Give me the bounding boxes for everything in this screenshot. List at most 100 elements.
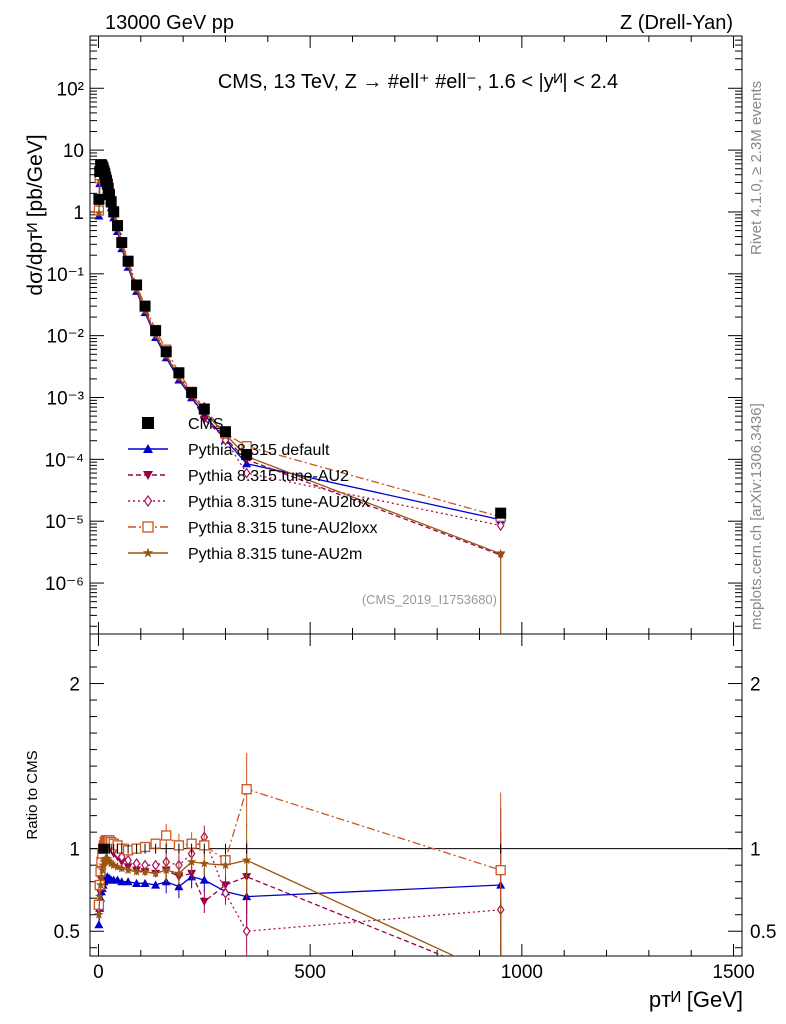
ratio-point [112,861,123,871]
y-tick-label-ratio-right: 1 [750,840,761,861]
data-point [150,325,162,337]
ratio-point [104,856,115,866]
ratio-point [161,830,172,841]
legend-label: Pythia 8.315 tune-AU2lox [188,494,369,511]
y-tick-label-main: 1 [73,203,84,224]
data-point [186,387,198,399]
ratio-point [140,878,150,887]
legend-label: Pythia 8.315 tune-AU2 [188,468,349,485]
legend-marker [143,494,153,508]
ratio-point [199,858,209,868]
ratio-point [199,897,209,907]
ratio-point [94,920,104,929]
y-tick-label-main: 10 [63,141,84,162]
y-tick-label-main: 10² [57,79,84,100]
ratio-point [241,784,252,795]
ratio-point [106,858,116,868]
mc-point [94,208,104,218]
ratio-point [98,860,108,870]
main-plot-layer [93,159,507,634]
ratio-point [187,869,197,878]
data-point [105,196,117,208]
series-line-main [98,167,501,556]
data-point [116,237,128,249]
data-point [198,403,210,415]
data-point [160,346,172,358]
ratio-point [495,864,506,876]
data-point [139,300,151,312]
y-tick-label-main: 10⁻⁶ [45,574,84,595]
mc-point [496,548,506,558]
ratio-point [96,871,107,881]
ratio-point [174,868,184,878]
y-tick-label-ratio-right: 0.5 [750,922,776,943]
ratio-point [161,865,171,875]
y-tick-label-main: 10⁻⁵ [45,512,84,533]
axes-layer: 0 500 1000 1500 10⁻⁶ 10⁻⁵ 10⁻⁴ 10⁻³ 10⁻² 10⁻¹ 1 10 1… [45,35,776,983]
y-tick-label-ratio: 2 [69,675,80,696]
ratio-point [123,865,133,875]
data-point [122,255,134,267]
ratio-point [199,875,209,884]
ratio-point [117,863,127,873]
ratio-point [241,855,252,865]
header-left: 13000 GeV pp [105,12,234,34]
data-point [173,367,185,379]
ratio-point [95,880,106,889]
header-right: Z (Drell-Yan) [620,12,733,34]
x-tick-label: 1500 [712,962,754,983]
legend-label: Pythia 8.315 tune-AU2loxx [188,520,377,537]
series-line-ratio [98,835,501,932]
plot-title: CMS, 13 TeV, Z → #ell⁺ #ell⁻, 1.6 < |yᴻ|… [218,71,618,93]
legend-marker [143,444,153,453]
ratio-point [220,860,231,870]
y-tick-label-ratio-right: 2 [750,675,761,696]
ratio-frame [89,633,743,957]
y-tick-label-main: 10⁻¹ [47,265,85,286]
series-line-ratio [98,857,456,956]
ratio-point [242,925,251,937]
ratio-plot-layer [90,752,742,956]
mcplots-label: mcplots.cern.ch [arXiv:1306.3436] [748,403,765,630]
legend-marker [142,547,154,558]
ratio-point [94,909,104,919]
y-tick-label-main: 10⁻³ [47,389,85,410]
mc-point [199,415,209,424]
ratio-point [109,860,119,870]
legend-marker [142,521,154,533]
legend-marker [143,471,153,480]
legend-marker [142,417,154,429]
y-tick-label-main: 10⁻⁴ [45,450,84,471]
y-tick-label-ratio: 0.5 [54,922,80,943]
ratio-point [103,855,113,865]
x-axis-title: pᴛᴻ [GeV] [649,987,743,1012]
ratio-point [131,866,142,876]
y-tick-label-ratio: 1 [69,840,80,861]
series-line-ratio [98,875,501,925]
ratio-point [150,868,161,878]
data-point [93,193,105,205]
ratio-point [123,877,133,886]
ratio-point [95,891,105,901]
ratio-point [221,887,230,899]
analysis-label: (CMS_2019_I1753680) [362,592,497,607]
x-tick-label: 1000 [501,962,543,983]
data-point [219,426,231,438]
legend-label: CMS [188,416,224,433]
ratio-point [124,854,132,866]
mc-point [95,175,105,185]
ratio-point [140,866,150,876]
ratio-point [132,878,142,887]
ratio-point [151,859,160,871]
rivet-label: Rivet 4.1.0, ≥ 2.3M events [748,81,765,255]
ratio-point [151,880,161,889]
y-axis-title-main: dσ/dpᴛᴻ [pb/GeV] [24,134,47,295]
legend-label: Pythia 8.315 tune-AU2m [188,546,362,563]
ratio-point [186,856,197,866]
ratio-point [117,877,127,886]
data-point [131,279,143,291]
legend-label: Pythia 8.315 default [188,442,330,459]
y-tick-label-main: 10⁻² [47,327,85,348]
mc-point [496,519,505,532]
